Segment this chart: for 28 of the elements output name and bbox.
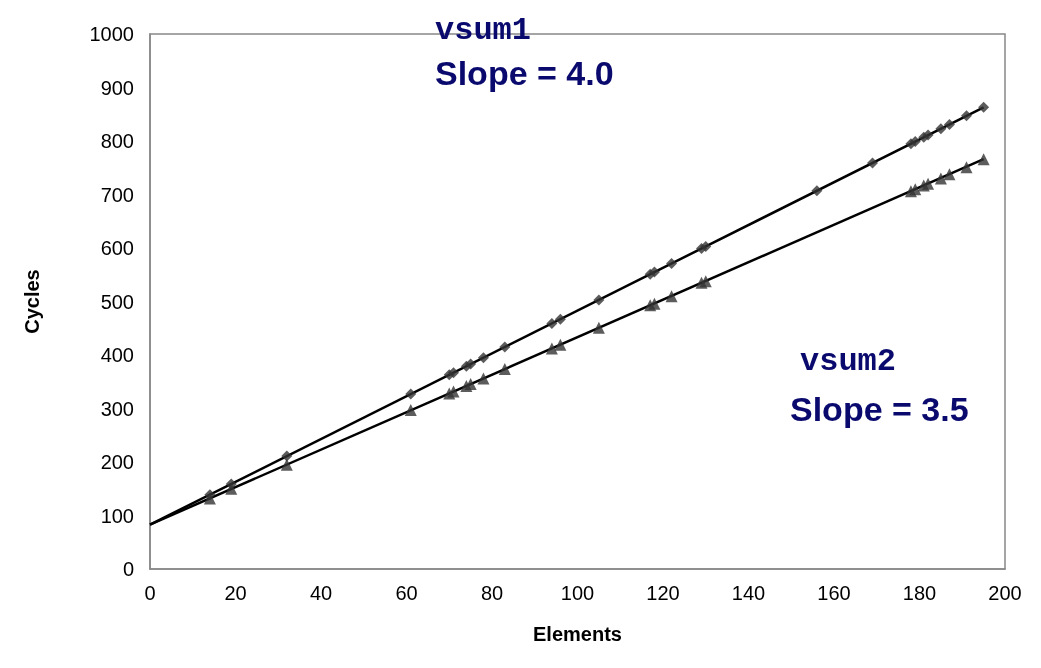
x-tick-label: 120 <box>646 582 680 604</box>
y-tick-label: 1000 <box>89 23 134 45</box>
y-axis-title: Cycles <box>21 269 43 334</box>
y-tick-label: 600 <box>100 237 134 259</box>
y-tick-label: 0 <box>122 558 134 580</box>
x-tick-label: 0 <box>144 582 156 604</box>
annotation: vsum2 <box>800 342 897 380</box>
x-tick-label: 160 <box>817 582 851 604</box>
y-tick-label: 500 <box>100 290 134 313</box>
x-tick-label: 200 <box>988 582 1022 604</box>
y-tick-label: 100 <box>100 504 134 527</box>
y-tick-label: 200 <box>100 451 134 473</box>
x-tick-label: 100 <box>560 582 595 604</box>
annotation: vsum1 <box>435 11 532 49</box>
y-tick-label: 800 <box>100 130 134 152</box>
x-tick-label: 60 <box>395 582 418 604</box>
annotation: Slope = 4.0 <box>435 54 614 92</box>
x-tick-label: 140 <box>731 582 766 604</box>
x-tick-label: 20 <box>224 582 247 604</box>
y-tick-label: 700 <box>100 183 134 206</box>
y-tick-label: 300 <box>100 397 134 420</box>
x-tick-label: 40 <box>309 582 333 604</box>
y-tick-label: 400 <box>100 344 134 366</box>
x-axis-title: Elements <box>533 623 622 645</box>
x-tick-label: 180 <box>902 582 937 604</box>
x-tick-label: 80 <box>480 582 504 604</box>
annotation: Slope = 3.5 <box>790 390 969 428</box>
y-tick-label: 900 <box>100 76 134 99</box>
